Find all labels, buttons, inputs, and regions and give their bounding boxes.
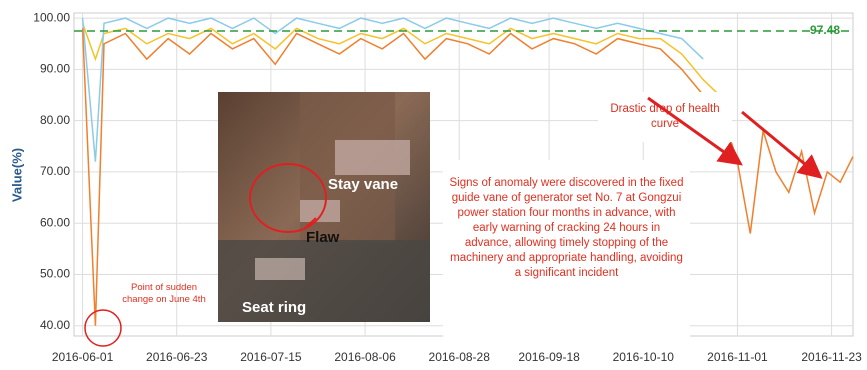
series-line xyxy=(81,23,726,101)
y-axis-label: Value(%) xyxy=(9,148,24,202)
note: Point of sudden change on June 4th xyxy=(122,282,206,305)
series-line xyxy=(81,28,854,326)
arrow xyxy=(741,110,823,179)
y-tick-label: 100.00 xyxy=(33,10,70,24)
x-tick-label: 2016-11-23 xyxy=(801,350,862,364)
y-tick-label: 40.00 xyxy=(40,318,70,332)
x-tick-label: 2016-08-28 xyxy=(429,350,491,364)
arrow xyxy=(647,96,743,166)
reference-label: 97.48 xyxy=(810,23,840,37)
x-tick-label: 2016-10-10 xyxy=(613,350,675,364)
photo-label: Flaw xyxy=(306,229,340,246)
x-tick-label: 2016-09-18 xyxy=(518,350,580,364)
x-tick-label: 2016-08-06 xyxy=(334,350,396,364)
series-line xyxy=(81,17,704,162)
photo-label: Seat ring xyxy=(242,299,306,316)
note-box xyxy=(443,160,690,337)
note: Drastic drop of health curve xyxy=(610,103,720,130)
y-tick-label: 60.00 xyxy=(40,215,70,229)
x-tick-label: 2016-06-01 xyxy=(52,350,114,364)
x-tick-label: 2016-07-15 xyxy=(240,350,302,364)
drop-text: Drastic drop of health curve xyxy=(610,103,720,130)
highlight-circle xyxy=(84,309,122,347)
photo: Stay vane Flaw Seat ring xyxy=(218,92,430,322)
note-box xyxy=(598,92,732,142)
x-tick-label: 2016-11-01 xyxy=(707,350,768,364)
y-tick-label: 80.00 xyxy=(40,113,70,127)
note: Signs of anomaly were discovered in the … xyxy=(449,177,684,279)
y-tick-label: 90.00 xyxy=(40,62,70,76)
photo-label: Stay vane xyxy=(328,176,398,193)
y-tick-label: 50.00 xyxy=(40,267,70,281)
y-tick-label: 70.00 xyxy=(40,164,70,178)
x-tick-label: 2016-06-23 xyxy=(146,350,208,364)
sudden-text: Point of sudden change on June 4th xyxy=(122,282,206,305)
summary-text: Signs of anomaly were discovered in the … xyxy=(449,177,684,279)
